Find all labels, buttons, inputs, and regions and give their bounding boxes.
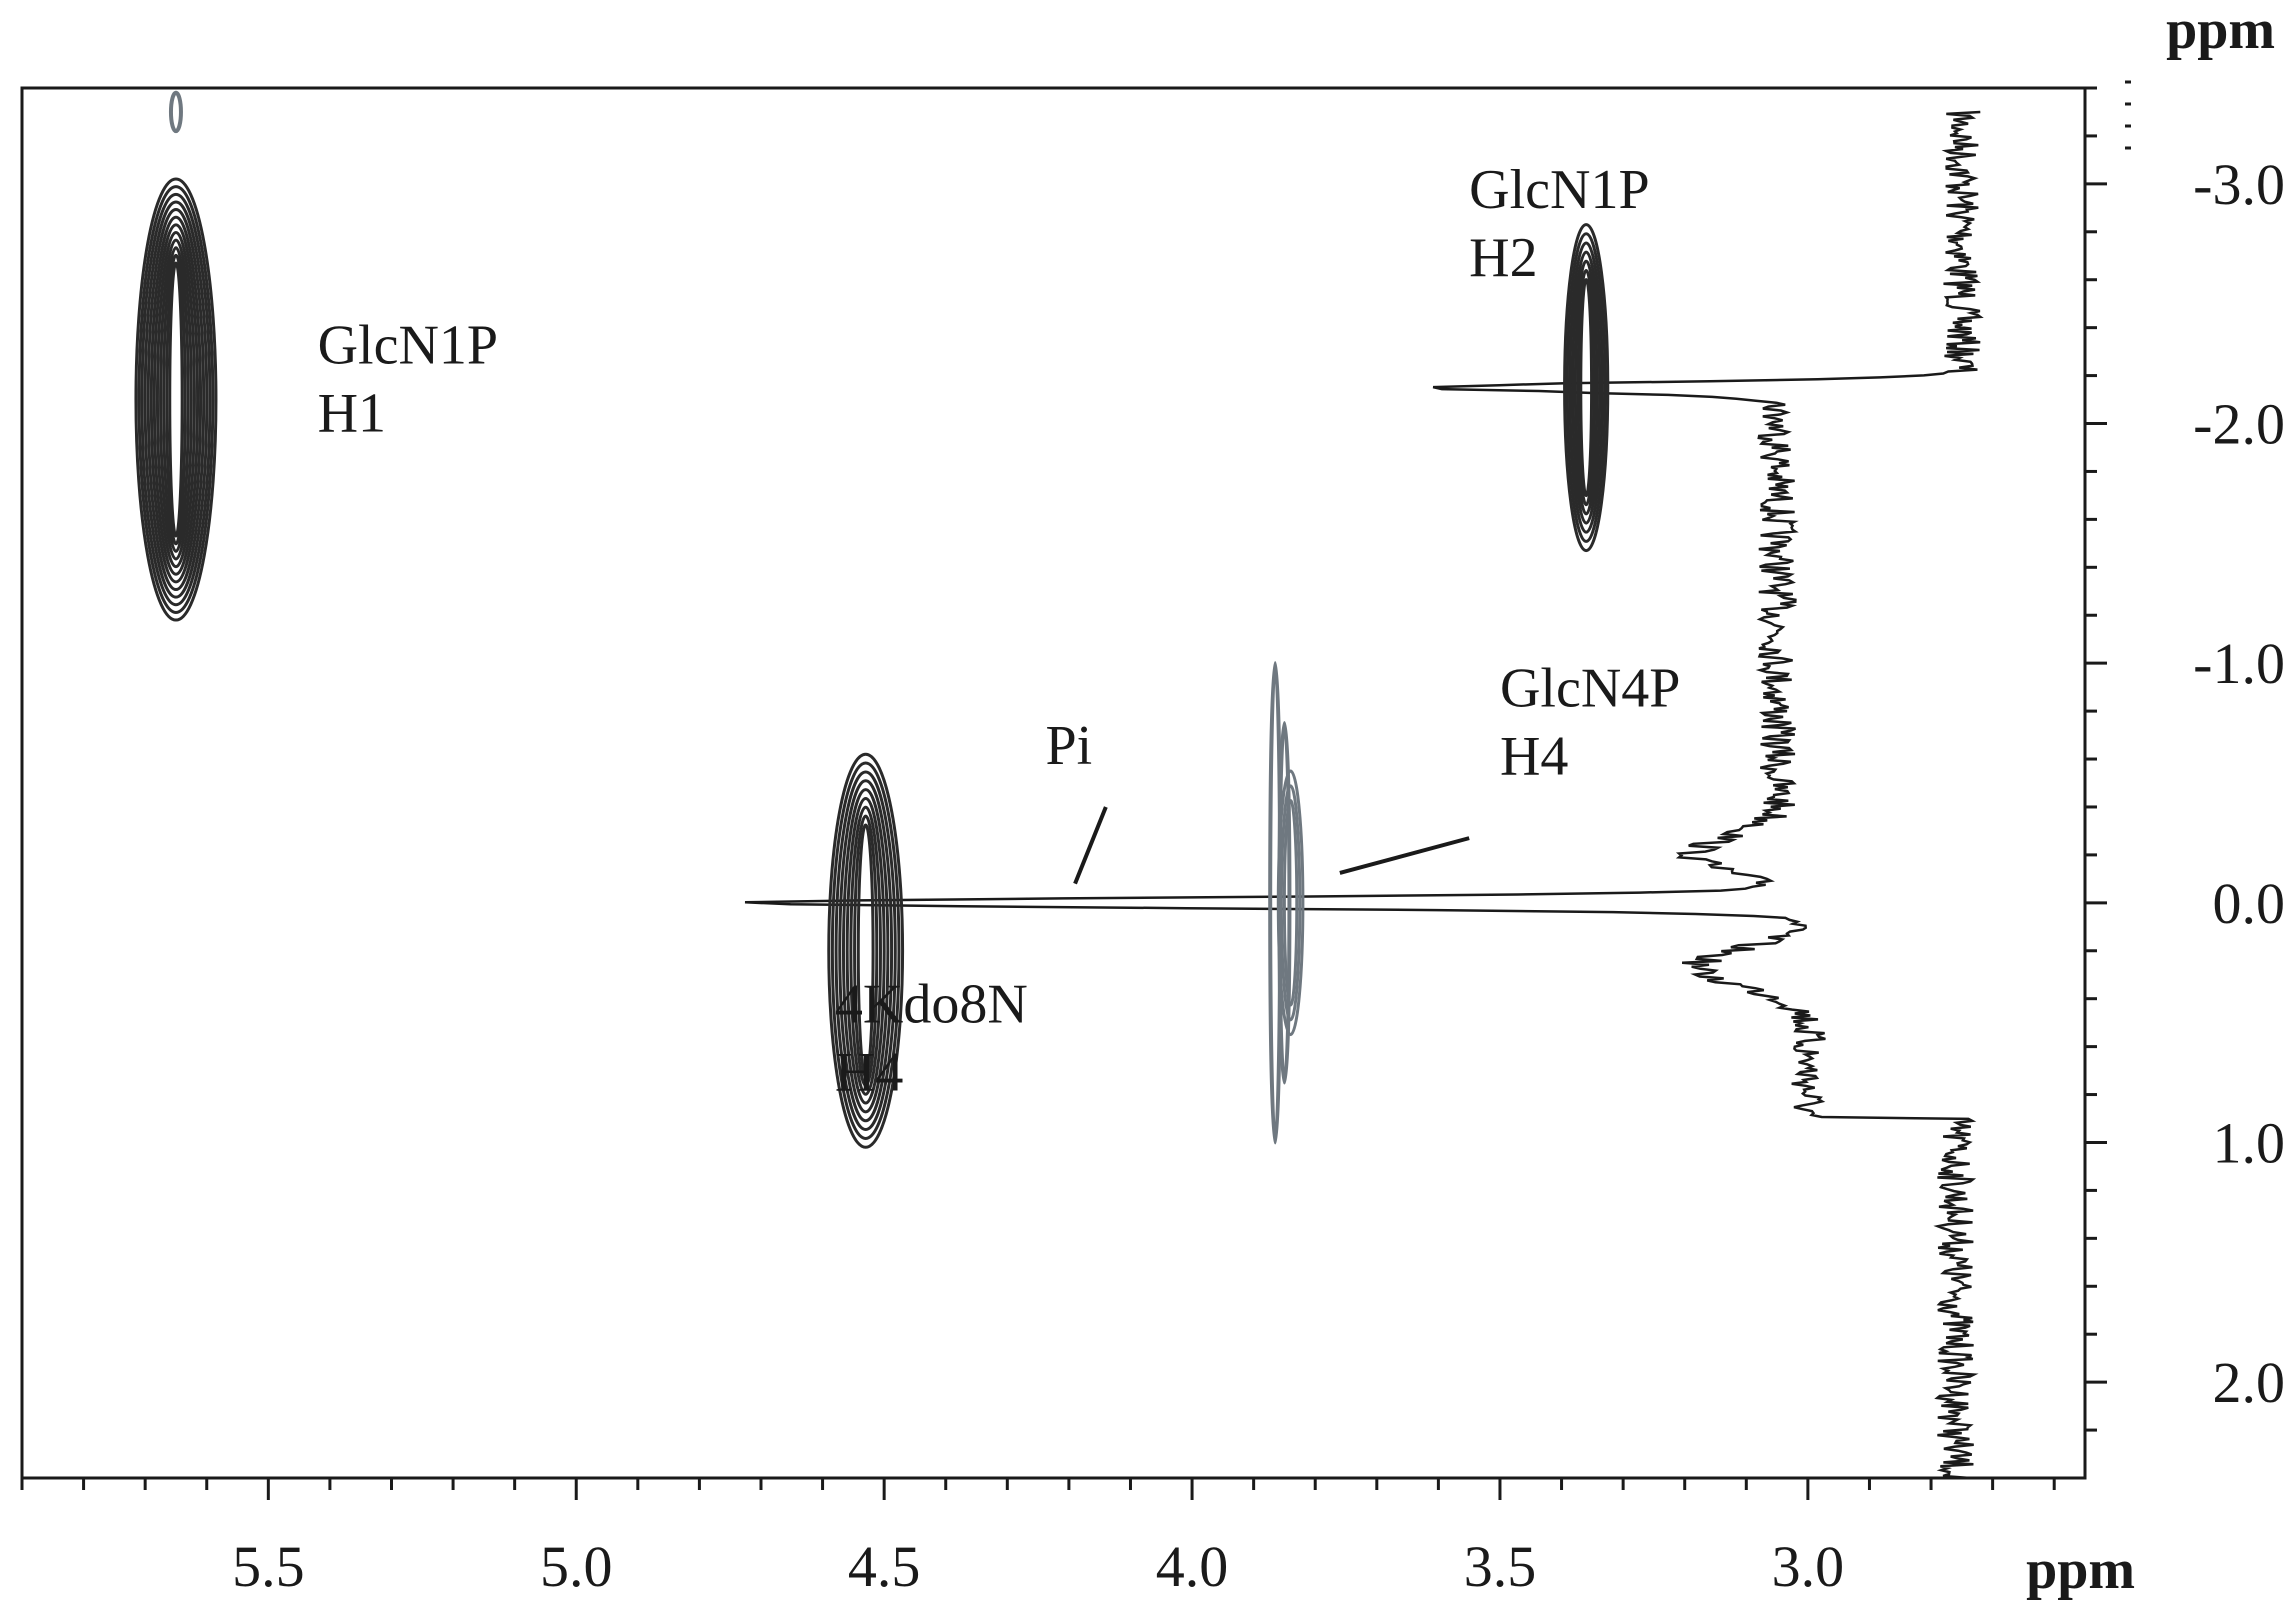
x-tick-label: 3.5 — [1464, 1534, 1537, 1599]
x-tick-label: 4.5 — [848, 1534, 921, 1599]
y-axis: -3.0 -2.0 -1.0 0.0 1.0 2.0 — [2085, 80, 2286, 1432]
peak-label-line: GlcN4P — [1500, 657, 1680, 719]
contour-level — [143, 200, 209, 599]
contour-level — [149, 215, 203, 584]
contour-level — [845, 796, 886, 1105]
x-tick-label: 3.0 — [1772, 1534, 1845, 1599]
contour-level — [137, 185, 215, 614]
contour-level — [140, 192, 212, 607]
contour-level — [841, 788, 890, 1114]
y-tick-label: -2.0 — [2193, 392, 2285, 457]
contour-level — [134, 177, 218, 622]
glcn4p-leader-line — [1339, 836, 1470, 875]
contour-level — [1563, 223, 1610, 553]
x-axis-unit-label: ppm — [2026, 1539, 2135, 1601]
y-tick-label: 1.0 — [2213, 1110, 2286, 1175]
peak-label-line: 4Kdo8N — [835, 974, 1028, 1036]
contour-level — [838, 779, 894, 1123]
kdo-h4-contours — [827, 752, 905, 1149]
contour-level — [827, 752, 905, 1149]
minor-peak — [1277, 721, 1292, 1085]
peak-label-line: H2 — [1469, 227, 1537, 289]
annotations: Pi — [1046, 715, 1470, 885]
y-tick-label: -3.0 — [2193, 152, 2285, 217]
pi-leader-line — [1073, 806, 1108, 885]
x-axis: 5.5 5.0 4.5 4.0 3.5 3.0 — [20, 1478, 2056, 1599]
peak-label-line: H1 — [318, 383, 386, 445]
y-axis-unit-label: ppm — [2166, 0, 2275, 61]
contour-level — [162, 246, 190, 553]
peak-label-line: H4 — [1500, 725, 1568, 787]
contour-level — [830, 761, 901, 1140]
contour-level — [856, 823, 875, 1079]
contour-level — [168, 261, 184, 538]
contour-level — [159, 238, 193, 561]
contour-level — [834, 770, 897, 1132]
glcn1p-h2-contours — [1563, 223, 1610, 553]
contour-level — [1565, 232, 1607, 543]
contour-level — [152, 223, 200, 576]
y-tick-label: 0.0 — [2213, 871, 2286, 936]
minor-peak — [168, 90, 183, 134]
contour-level — [1576, 268, 1596, 507]
contour-level — [1568, 241, 1604, 534]
contour-level — [1573, 259, 1599, 516]
plot-frame — [20, 86, 2087, 1480]
x-tick-label: 5.0 — [540, 1534, 613, 1599]
contour-level — [146, 208, 206, 592]
phosphorus-projection-trace — [744, 110, 1984, 1480]
peak-label-line: H4 — [835, 1042, 903, 1104]
contour-level — [849, 805, 882, 1096]
y-tick-label: 2.0 — [2213, 1350, 2286, 1415]
contour-level — [155, 230, 196, 569]
contour-level — [1579, 278, 1594, 498]
contour-level — [1571, 250, 1602, 525]
pi-label: Pi — [1046, 715, 1093, 777]
y-tick-label: -1.0 — [2193, 631, 2285, 696]
contour-level — [853, 814, 879, 1087]
peak-label-line: GlcN1P — [1469, 159, 1649, 221]
projection-trace — [744, 110, 1984, 1480]
contour-level — [165, 253, 187, 546]
glcn1p-h1-contours — [134, 177, 218, 622]
x-tick-label: 4.0 — [1156, 1534, 1229, 1599]
x-tick-label: 5.5 — [232, 1534, 305, 1599]
peak-label-line: GlcN1P — [318, 315, 498, 377]
